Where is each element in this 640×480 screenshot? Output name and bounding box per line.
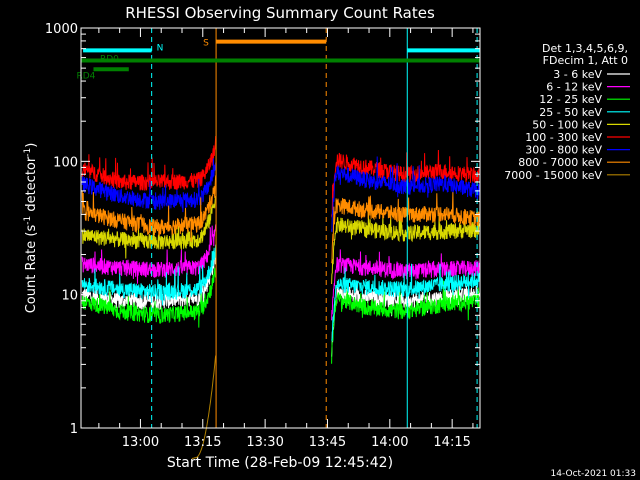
- y-tick-label-3: 1000: [45, 22, 78, 37]
- y-tick-label-0: 1: [70, 422, 78, 437]
- legend-label-5: 100 - 300 keV: [525, 131, 602, 144]
- legend-label-3: 25 - 50 keV: [539, 106, 602, 119]
- series-line-7-post: [331, 192, 480, 264]
- x-tick-label-0: 13:00: [122, 435, 159, 450]
- legend-label-6: 300 - 800 keV: [525, 144, 602, 157]
- x-tick-label-5: 14:15: [433, 435, 470, 450]
- series-line-5-post: [331, 149, 480, 218]
- y-label-end: ): [24, 143, 39, 148]
- interval-label-0: N: [157, 43, 164, 53]
- series-line-4-pre: [81, 195, 217, 259]
- interval-label-2: S: [203, 39, 209, 49]
- y-label-sup1: -1: [23, 216, 33, 225]
- legend-label-4: 50 - 100 keV: [532, 118, 602, 131]
- series-line-3-post: [331, 263, 480, 343]
- legend-label-1: 6 - 12 keV: [546, 81, 602, 94]
- data-layer: [81, 135, 480, 460]
- series-line-4-post: [331, 207, 480, 285]
- series-line-6-post: [331, 156, 480, 233]
- x-axis-label: Start Time (28-Feb-09 12:45:42): [167, 455, 393, 471]
- legend-label-7: 800 - 7000 keV: [518, 156, 602, 169]
- legend-header-0: Det 1,3,4,5,6,9,: [542, 42, 628, 55]
- x-tick-label-1: 13:15: [184, 435, 221, 450]
- legend-label-0: 3 - 6 keV: [553, 68, 602, 81]
- footer-date: 14-Oct-2021 01:33: [551, 469, 636, 479]
- legend: Det 1,3,4,5,6,9,FDecim 1, Att 03 - 6 keV…: [504, 42, 630, 182]
- interval-label-4: RD4: [76, 71, 95, 81]
- x-tick-label-4: 14:00: [371, 435, 408, 450]
- interval-label-3: RD0: [100, 55, 119, 65]
- legend-label-8: 7000 - 15000 keV: [504, 169, 602, 182]
- series-line-2-pre: [81, 267, 217, 328]
- legend-header-1: FDecim 1, Att 0: [543, 54, 628, 67]
- axes-layer: 1 10 100 1000 13:00 13:15 13:30 13:45 14:00 14:15: [45, 22, 481, 450]
- interval-layer: N S RD0 RD4: [76, 28, 480, 428]
- series-line-1-post: [331, 249, 480, 321]
- series-line-8-pre: [191, 355, 217, 460]
- y-label-mid: detector: [24, 156, 39, 216]
- plot-frame: [80, 27, 481, 429]
- x-tick-label-3: 13:45: [309, 435, 346, 450]
- y-tick-label-1: 10: [61, 289, 78, 304]
- series-line-6-pre: [81, 158, 217, 213]
- series-line-7-pre: [81, 175, 217, 242]
- series-line-5-pre: [81, 135, 217, 191]
- y-axis-label: Count Rate (s-1 detector-1): [23, 143, 39, 314]
- series-line-1-pre: [81, 224, 217, 284]
- y-label-main: Count Rate (s: [24, 225, 39, 314]
- series-line-2-post: [331, 280, 480, 364]
- x-tick-label-2: 13:30: [246, 435, 283, 450]
- series-line-3-pre: [81, 244, 217, 306]
- y-tick-label-2: 100: [53, 155, 78, 170]
- series-line-0-post: [331, 280, 480, 357]
- chart-title: RHESSI Observing Summary Count Rates: [125, 4, 435, 22]
- y-label-sup2: -1: [23, 148, 33, 157]
- legend-label-2: 12 - 25 keV: [539, 93, 602, 106]
